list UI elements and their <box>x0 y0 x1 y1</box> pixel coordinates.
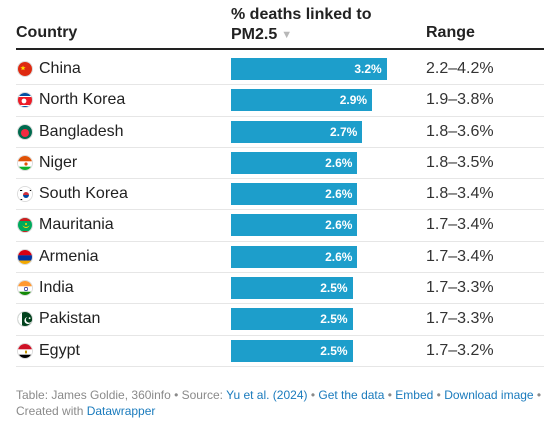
get-data-link[interactable]: Get the data <box>318 388 385 402</box>
range-value: 1.7–3.4% <box>426 247 494 265</box>
south-korea-flag-icon <box>17 186 33 203</box>
country-name: Pakistan <box>39 310 101 328</box>
range-value: 1.7–3.4% <box>426 216 494 234</box>
table-row: Niger 2.6% 1.8–3.5% <box>16 148 544 180</box>
table-row: North Korea 2.9% 1.9–3.8% <box>16 85 544 117</box>
bar-value-label: 2.5% <box>320 281 348 296</box>
bar-value-label: 2.6% <box>325 218 353 233</box>
column-header-country[interactable]: Country <box>16 24 78 41</box>
source-link[interactable]: Yu et al. (2024) <box>226 388 308 402</box>
country-name: Mauritania <box>39 216 114 234</box>
country-name: Egypt <box>39 341 80 359</box>
range-value: 1.8–3.6% <box>426 122 494 140</box>
bar-value-label: 2.6% <box>325 249 353 264</box>
country-name: Niger <box>39 153 78 171</box>
bar <box>231 183 358 206</box>
china-flag-icon <box>17 61 33 77</box>
country-name: South Korea <box>39 185 128 203</box>
table-row: Armenia 2.6% 1.7–3.4% <box>16 242 544 274</box>
egypt-flag-icon <box>17 342 33 359</box>
footer-source-text: Table: James Goldie, 360info • Source: <box>16 388 227 402</box>
pakistan-flag-icon <box>17 311 33 328</box>
mauritania-flag-icon <box>17 217 33 234</box>
bar <box>231 245 358 268</box>
bar-value-label: 2.5% <box>320 343 348 358</box>
bar-value-label: 2.5% <box>320 312 348 327</box>
column-header-range[interactable]: Range <box>426 24 475 41</box>
footer: Table: James Goldie, 360info • Source: Y… <box>16 387 556 419</box>
column-header-deaths-line2: PM2.5 <box>231 26 278 43</box>
table-row: Mauritania 2.6% 1.7–3.4% <box>16 210 544 242</box>
range-value: 1.9–3.8% <box>426 91 494 109</box>
bar <box>231 214 358 237</box>
column-header-deaths[interactable]: % deaths linked to PM2.5 ▼ <box>231 5 371 45</box>
bar-value-label: 2.6% <box>325 155 353 170</box>
bar-cell: 2.9% <box>231 89 411 112</box>
bar-cell: 2.6% <box>231 245 411 268</box>
range-value: 1.7–3.2% <box>426 341 494 359</box>
range-value: 1.8–3.5% <box>426 153 494 171</box>
range-value: 1.7–3.3% <box>426 310 494 328</box>
bar-value-label: 3.2% <box>354 62 382 76</box>
range-value: 2.2–4.2% <box>426 60 494 77</box>
bar <box>231 151 358 174</box>
bangladesh-flag-icon <box>17 123 33 140</box>
table-row: India 2.5% 1.7–3.3% <box>16 273 544 305</box>
bar-cell: 3.2% <box>231 58 411 80</box>
bar-cell: 2.5% <box>231 277 411 300</box>
range-value: 1.8–3.4% <box>426 185 494 203</box>
footer-created-text: Created with <box>16 404 87 418</box>
bar-cell: 2.5% <box>231 308 411 331</box>
bar-value-label: 2.7% <box>329 124 358 139</box>
bar-cell: 2.6% <box>231 214 411 237</box>
datawrapper-link[interactable]: Datawrapper <box>86 404 156 418</box>
country-name: North Korea <box>39 91 126 109</box>
table-row: China 3.2% 2.2–4.2% <box>16 54 544 86</box>
armenia-flag-icon <box>17 248 33 265</box>
column-header-deaths-line1: % deaths linked to <box>231 6 372 23</box>
bar-cell: 2.5% <box>231 339 411 362</box>
country-name: China <box>39 60 81 77</box>
sort-down-icon[interactable]: ▼ <box>281 29 293 41</box>
bar-value-label: 2.6% <box>325 187 353 202</box>
bar <box>231 277 353 300</box>
bar <box>231 339 353 362</box>
country-name: India <box>39 279 74 297</box>
country-name: Bangladesh <box>39 122 124 140</box>
footer-separator: • <box>433 388 445 402</box>
table-row: South Korea 2.6% 1.8–3.4% <box>16 179 544 211</box>
bar-cell: 2.6% <box>231 151 411 174</box>
bar-value-label: 2.9% <box>339 93 368 108</box>
bar <box>231 58 387 80</box>
table-body: China 3.2% 2.2–4.2% North Korea 2.9% 1.9–3.8%… <box>16 54 544 367</box>
bar-cell: 2.6% <box>231 183 411 206</box>
footer-separator: • <box>533 388 542 402</box>
niger-flag-icon <box>17 154 33 171</box>
bar <box>231 89 373 112</box>
footer-separator: • <box>384 388 396 402</box>
bar <box>231 308 353 331</box>
bar-cell: 2.7% <box>231 120 411 143</box>
table-row: Bangladesh 2.7% 1.8–3.6% <box>16 117 544 148</box>
table-header: Country % deaths linked to PM2.5 ▼ Range <box>16 0 544 50</box>
range-value: 1.7–3.3% <box>426 279 494 297</box>
india-flag-icon <box>17 280 33 297</box>
table-row: Egypt 2.5% 1.7–3.2% <box>16 336 544 367</box>
table-row: Pakistan 2.5% 1.7–3.3% <box>16 304 544 336</box>
download-image-link[interactable]: Download image <box>444 388 534 402</box>
footer-separator: • <box>307 388 319 402</box>
north-korea-flag-icon <box>17 92 33 109</box>
bar <box>231 120 363 143</box>
embed-link[interactable]: Embed <box>395 388 434 402</box>
country-name: Armenia <box>39 247 99 265</box>
